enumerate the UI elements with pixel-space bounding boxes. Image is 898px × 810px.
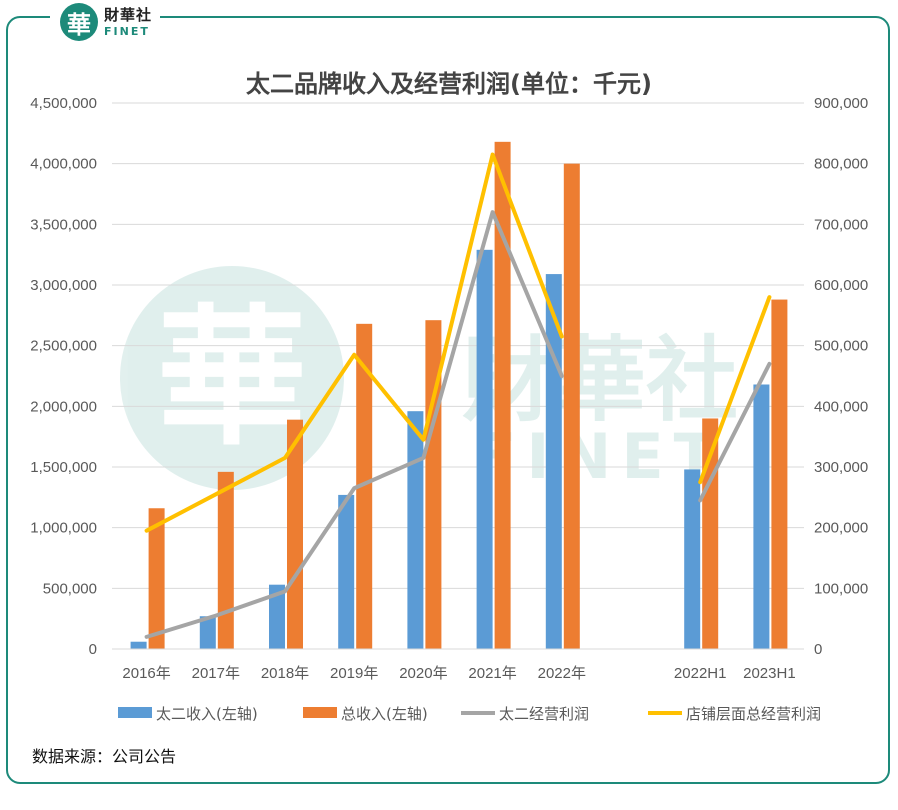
x-axis: 2016年 2017年 2018年 2019年 2020年 2021年 2022年 2022H…: [112, 648, 804, 682]
y-left-tick-label: 4,500,000: [30, 95, 97, 112]
y-left-tick-label: 4,000,000: [30, 156, 97, 173]
legend-swatch: [118, 707, 152, 718]
y-left-tick-label: 1,000,000: [30, 520, 97, 537]
y-right-tick-label: 800,000: [814, 156, 868, 173]
x-tick-label: 2022年: [538, 665, 586, 682]
bar-taier-revenue: [269, 584, 285, 649]
bar-taier-revenue: [753, 384, 770, 649]
x-tick-label: 2017年: [192, 665, 240, 682]
y-right-tick-label: 100,000: [814, 580, 868, 597]
legend-swatch: [303, 707, 337, 718]
bar-total-revenue: [217, 471, 234, 649]
brand-name-cn: 財華社: [104, 5, 153, 24]
bar-taier-revenue: [407, 411, 424, 649]
y-left-tick-label: 3,500,000: [30, 216, 97, 233]
x-tick-label: 2020年: [399, 665, 447, 682]
y-left-tick-label: 2,000,000: [30, 398, 97, 415]
brand-logo: 華 財華社 FINET: [50, 0, 161, 44]
line-taier-operating-profit: [144, 210, 564, 639]
line-store-operating-profit: [144, 152, 564, 533]
line-taier-operating-profit: [698, 361, 772, 503]
lines: [144, 152, 772, 639]
brand-badge: 華: [60, 3, 98, 41]
chart-title: 太二品牌收入及经营利润(单位：千元): [246, 70, 652, 98]
x-tick-label: 2016年: [122, 665, 170, 682]
bar-total-revenue: [563, 163, 580, 649]
x-tick-label: 2018年: [261, 665, 309, 682]
chart-frame: [6, 16, 890, 784]
bar-taier-revenue: [338, 494, 355, 649]
y-right-tick-label: 200,000: [814, 520, 868, 537]
y-right-tick-label: 700,000: [814, 216, 868, 233]
y-left-tick-label: 1,500,000: [30, 459, 97, 476]
source-note: 数据来源：公司公告: [32, 747, 177, 766]
y-left-tick-label: 0: [89, 641, 97, 658]
legend-label: 总收入(左轴): [341, 705, 428, 723]
y-right-tick-label: 0: [814, 641, 822, 658]
brand-name-en: FINET: [104, 24, 150, 38]
y-right-tick-label: 300,000: [814, 459, 868, 476]
y-left-tick-label: 3,000,000: [30, 277, 97, 294]
x-tick-label: 2023H1: [743, 665, 796, 682]
y-left-tick-label: 2,500,000: [30, 338, 97, 355]
x-tick-label: 2021年: [468, 665, 516, 682]
bar-taier-revenue: [476, 249, 493, 649]
legend-label: 太二收入(左轴): [156, 705, 258, 723]
bar-taier-revenue: [199, 616, 216, 649]
y-right-tick-label: 400,000: [814, 398, 868, 415]
x-tick-label: 2022H1: [674, 665, 727, 682]
bar-total-revenue: [356, 323, 373, 649]
x-tick-label: 2019年: [330, 665, 378, 682]
y-right-tick-label: 500,000: [814, 338, 868, 355]
bar-total-revenue: [287, 419, 303, 649]
y-axis-left: 0 500,000 1,000,000 1,500,000 2,000,000 2,500…: [30, 95, 97, 658]
legend: 太二收入(左轴) 总收入(左轴) 太二经营利润 店铺层面总经营利润: [118, 705, 821, 723]
line-store-operating-profit: [698, 295, 772, 485]
y-left-tick-label: 500,000: [43, 580, 97, 597]
y-right-tick-label: 600,000: [814, 277, 868, 294]
bar-taier-revenue: [130, 641, 147, 649]
y-axis-right: 0 100,000 200,000 300,000 400,000 500,000 600,…: [814, 95, 868, 658]
y-right-tick-label: 900,000: [814, 95, 868, 112]
brand-text: 財華社 FINET: [104, 5, 153, 38]
legend-label: 店铺层面总经营利润: [686, 705, 821, 723]
bar-total-revenue: [771, 299, 788, 649]
bar-taier-revenue: [684, 469, 701, 649]
bar-total-revenue: [494, 141, 511, 649]
bar-total-revenue: [148, 508, 165, 649]
watermark-name-en: FINET: [474, 420, 726, 493]
watermark-char: 華: [157, 290, 307, 466]
legend-label: 太二经营利润: [499, 705, 589, 723]
